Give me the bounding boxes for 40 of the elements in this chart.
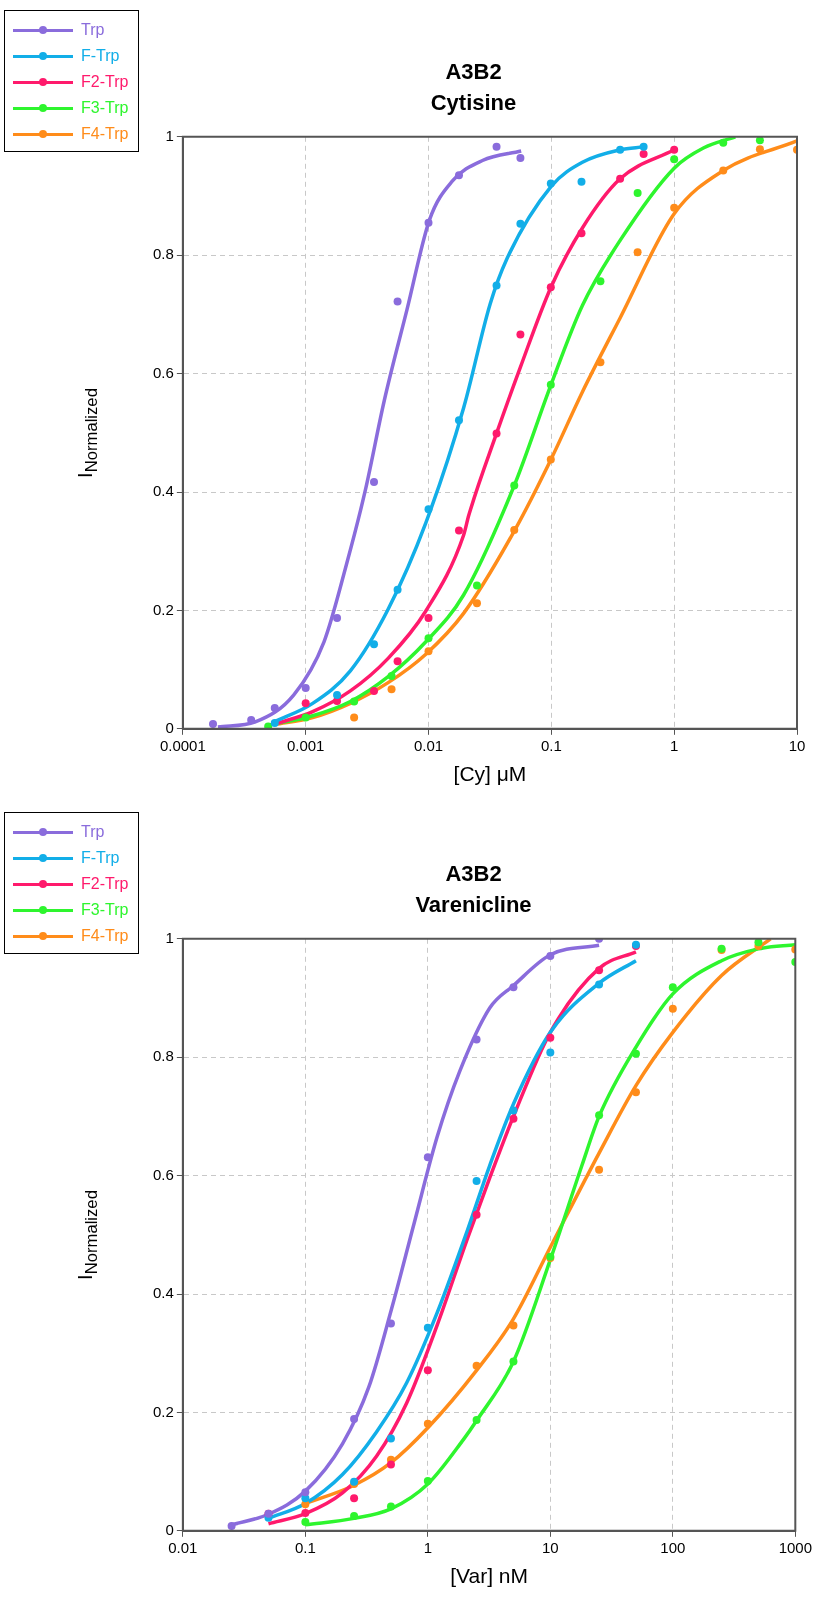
legend-label: F-Trp <box>81 849 120 867</box>
x-axis-title: [Cy] μM <box>453 762 527 786</box>
legend-label: Trp <box>81 21 105 39</box>
y-tick-label: 1 <box>165 126 174 144</box>
legend-label: F3-Trp <box>81 99 129 117</box>
legend-label: F2-Trp <box>81 875 129 893</box>
x-tick-label: 0.1 <box>294 1538 316 1556</box>
y-tick-label: 0.6 <box>152 1165 174 1183</box>
chart-subtitle: Cytisine <box>430 89 517 115</box>
y-tick-label: 0.4 <box>152 1284 174 1302</box>
x-tick-label: 1000 <box>778 1538 812 1556</box>
chart-title: A3B2 <box>445 59 502 85</box>
x-axis-title: [Var] nM <box>450 1564 528 1588</box>
legend-label: Trp <box>81 823 105 841</box>
legend-label: F4-Trp <box>81 125 129 143</box>
x-tick-label: 10 <box>788 736 806 754</box>
legend-label: F4-Trp <box>81 927 129 945</box>
y-tick-label: 0.8 <box>152 1047 174 1065</box>
x-tick-label: 0.001 <box>286 736 325 754</box>
x-tick-label: 0.0001 <box>159 736 206 754</box>
chart-title: A3B2 <box>445 861 502 887</box>
legend-label: F3-Trp <box>81 901 129 919</box>
y-tick-label: 0.2 <box>152 600 174 618</box>
y-tick-label: 0.8 <box>152 245 174 263</box>
y-tick-label: 0.4 <box>152 482 174 500</box>
x-tick-label: 0.01 <box>168 1538 198 1556</box>
y-tick-label: 0 <box>165 1520 174 1538</box>
y-tick-label: 1 <box>165 928 174 946</box>
x-tick-label: 10 <box>541 1538 559 1556</box>
legend-label: F-Trp <box>81 47 120 65</box>
y-tick-label: 0.2 <box>152 1402 174 1420</box>
x-tick-label: 1 <box>423 1538 433 1556</box>
chart-subtitle: Varenicline <box>415 891 532 917</box>
x-tick-label: 0.1 <box>540 736 562 754</box>
x-tick-label: 100 <box>660 1538 686 1556</box>
x-tick-label: 0.01 <box>413 736 444 754</box>
y-tick-label: 0 <box>165 718 174 736</box>
y-tick-label: 0.6 <box>152 363 174 381</box>
legend-label: F2-Trp <box>81 73 129 91</box>
x-tick-label: 1 <box>670 736 679 754</box>
